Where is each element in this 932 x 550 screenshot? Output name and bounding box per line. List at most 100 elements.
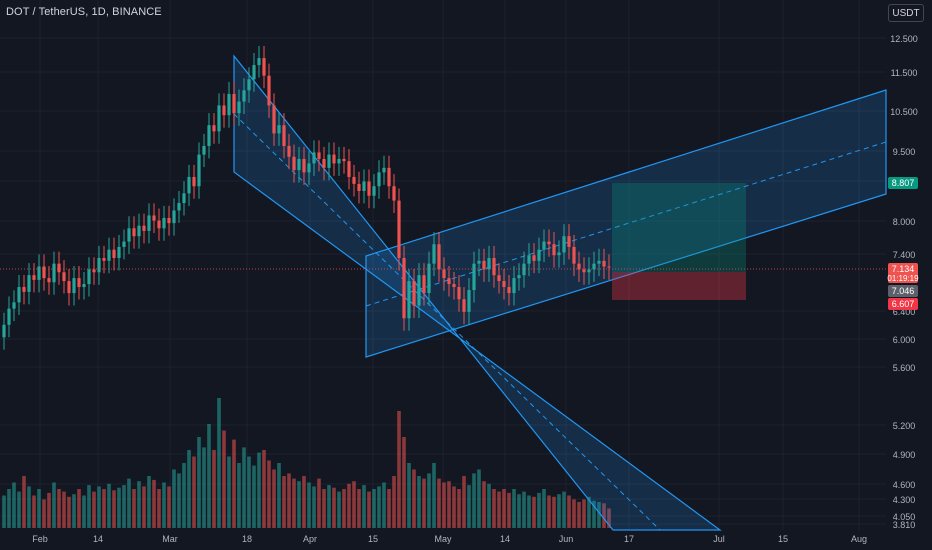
long-position-tool[interactable] bbox=[612, 183, 746, 300]
volume-bar bbox=[397, 411, 401, 528]
volume-bar bbox=[557, 494, 561, 528]
volume-bar bbox=[312, 486, 316, 528]
volume-bar bbox=[447, 481, 451, 528]
volume-bar bbox=[332, 487, 336, 528]
candle bbox=[547, 229, 551, 257]
candle bbox=[437, 232, 441, 282]
candle bbox=[532, 243, 536, 274]
volume-bar bbox=[52, 482, 56, 528]
candle bbox=[237, 89, 241, 126]
volume-bar bbox=[277, 463, 281, 528]
candle bbox=[77, 266, 81, 300]
candle bbox=[522, 251, 526, 288]
candle bbox=[32, 263, 36, 293]
volume-bar bbox=[317, 478, 321, 528]
volume-bar bbox=[362, 485, 366, 528]
volume-bar bbox=[387, 489, 391, 528]
candle bbox=[22, 274, 26, 305]
volume-bar bbox=[302, 476, 306, 528]
candle bbox=[307, 151, 311, 185]
candle bbox=[242, 78, 246, 115]
volume-bar bbox=[187, 450, 191, 528]
candle bbox=[447, 266, 451, 297]
time-tick-label: May bbox=[434, 534, 452, 544]
volume-bar bbox=[2, 495, 6, 528]
candle bbox=[47, 266, 51, 295]
volume-bar bbox=[547, 495, 551, 528]
candle bbox=[52, 251, 56, 295]
volume-bar bbox=[147, 476, 151, 528]
volume-bar bbox=[72, 494, 76, 528]
volume-bar bbox=[572, 499, 576, 528]
candle bbox=[472, 251, 476, 303]
descending-channel[interactable] bbox=[233, 54, 722, 531]
volume-bar bbox=[287, 473, 291, 528]
time-tick-label: Apr bbox=[303, 534, 317, 544]
descending-channel-median bbox=[233, 113, 661, 531]
time-axis[interactable]: Feb 14 Mar 18 Apr 15 May 14 Jun 17 Jul 15 Aug bbox=[32, 534, 867, 544]
position-stop-zone[interactable] bbox=[612, 272, 746, 300]
volume-bar bbox=[352, 481, 356, 528]
candle bbox=[62, 260, 66, 294]
price-tick-label: 8.000 bbox=[893, 217, 916, 227]
ascending-channel[interactable] bbox=[365, 89, 887, 358]
volume-bar bbox=[407, 463, 411, 528]
volume-bar bbox=[307, 482, 311, 528]
volume-bar bbox=[342, 489, 346, 528]
volume-bar bbox=[142, 486, 146, 528]
volume-bar bbox=[7, 489, 11, 528]
volume-bar bbox=[457, 489, 461, 528]
volume-bar bbox=[482, 481, 486, 528]
candle bbox=[502, 268, 506, 300]
time-tick-label: 18 bbox=[242, 534, 252, 544]
volume-bar bbox=[12, 482, 16, 528]
volume-bar bbox=[577, 502, 581, 528]
currency-button[interactable]: USDT bbox=[888, 4, 924, 22]
candle bbox=[527, 243, 531, 277]
candle bbox=[97, 245, 101, 285]
candle bbox=[262, 46, 266, 89]
volume-bars bbox=[2, 398, 611, 528]
volume-bar bbox=[197, 437, 201, 528]
candle bbox=[157, 208, 161, 241]
candle bbox=[442, 257, 446, 291]
time-tick-label: Jul bbox=[713, 534, 725, 544]
price-tick-label: 6.400 bbox=[893, 307, 916, 317]
volume-bar bbox=[27, 486, 31, 528]
descending-channel-fill[interactable] bbox=[233, 54, 722, 531]
candle bbox=[177, 190, 181, 223]
candle bbox=[577, 251, 581, 282]
volume-bar bbox=[192, 456, 196, 528]
candle bbox=[367, 169, 371, 209]
price-axis[interactable]: 12.50011.50010.5009.5008.5008.0007.4006.… bbox=[890, 34, 918, 530]
candle bbox=[507, 274, 511, 306]
volume-bar bbox=[392, 476, 396, 528]
volume-bar bbox=[337, 491, 341, 528]
volume-bar bbox=[242, 447, 246, 528]
candle bbox=[172, 198, 176, 236]
candle bbox=[292, 144, 296, 183]
volume-bar bbox=[132, 489, 136, 528]
volume-bar bbox=[82, 495, 86, 528]
volume-bar bbox=[282, 476, 286, 528]
candle bbox=[127, 216, 131, 254]
volume-bar bbox=[107, 483, 111, 528]
candle bbox=[312, 140, 316, 176]
position-target-zone[interactable] bbox=[612, 183, 746, 272]
candle bbox=[162, 205, 166, 241]
candle bbox=[457, 274, 461, 312]
candle bbox=[212, 113, 216, 144]
volume-bar bbox=[87, 485, 91, 528]
candle bbox=[417, 263, 421, 318]
price-tick-label: 4.300 bbox=[893, 495, 916, 505]
volume-bar bbox=[252, 465, 256, 528]
volume-bar bbox=[127, 478, 131, 528]
volume-bar bbox=[172, 469, 176, 528]
candle bbox=[57, 251, 61, 285]
volume-bar bbox=[467, 485, 471, 528]
candle bbox=[422, 263, 426, 306]
candle bbox=[137, 213, 141, 249]
